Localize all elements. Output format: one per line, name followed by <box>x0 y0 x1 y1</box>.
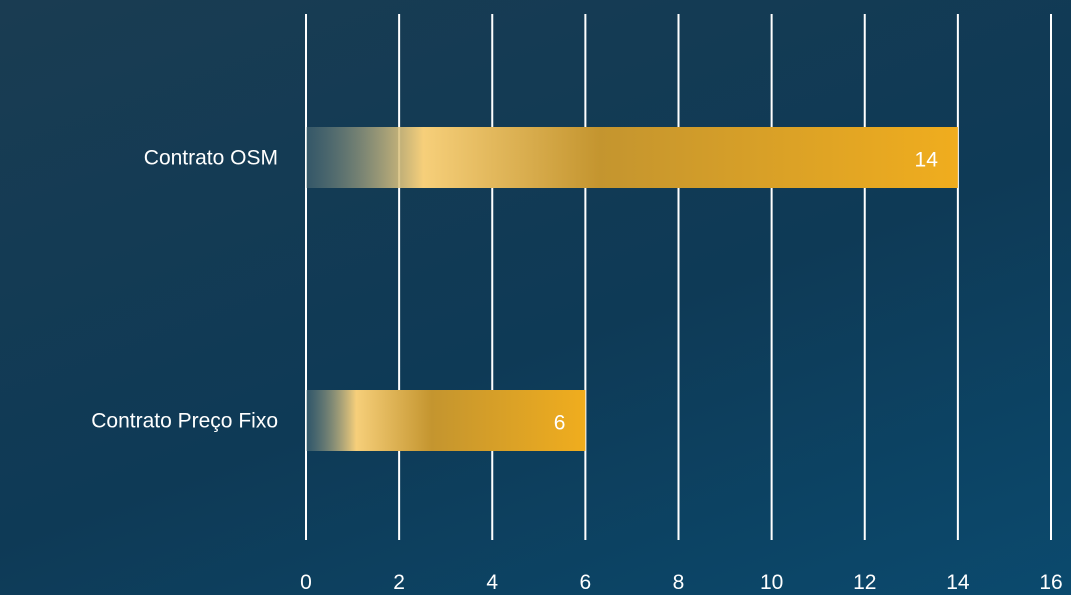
x-tick-label-14: 14 <box>946 571 970 594</box>
category-label-0: Contrato OSM <box>144 147 278 170</box>
x-tick-label-16: 16 <box>1039 571 1062 594</box>
labels: 0 2 4 6 8 10 12 14 16 Contrato OSM 14 Contrato Preç… <box>91 147 1062 595</box>
category-label-1: Contrato Preço Fixo <box>91 410 278 433</box>
data-label-0: 14 <box>915 149 939 172</box>
bar-1 <box>306 390 586 451</box>
x-tick-label-6: 6 <box>580 571 592 594</box>
x-tick-label-2: 2 <box>393 571 405 594</box>
x-tick-label-10: 10 <box>760 571 783 594</box>
data-label-1: 6 <box>554 412 566 435</box>
bars <box>306 127 958 451</box>
x-tick-label-4: 4 <box>486 571 498 594</box>
x-tick-label-12: 12 <box>853 571 876 594</box>
gridlines <box>305 14 1052 540</box>
x-tick-label-0: 0 <box>300 571 312 594</box>
x-tick-label-8: 8 <box>673 571 685 594</box>
bar-0 <box>306 127 958 188</box>
